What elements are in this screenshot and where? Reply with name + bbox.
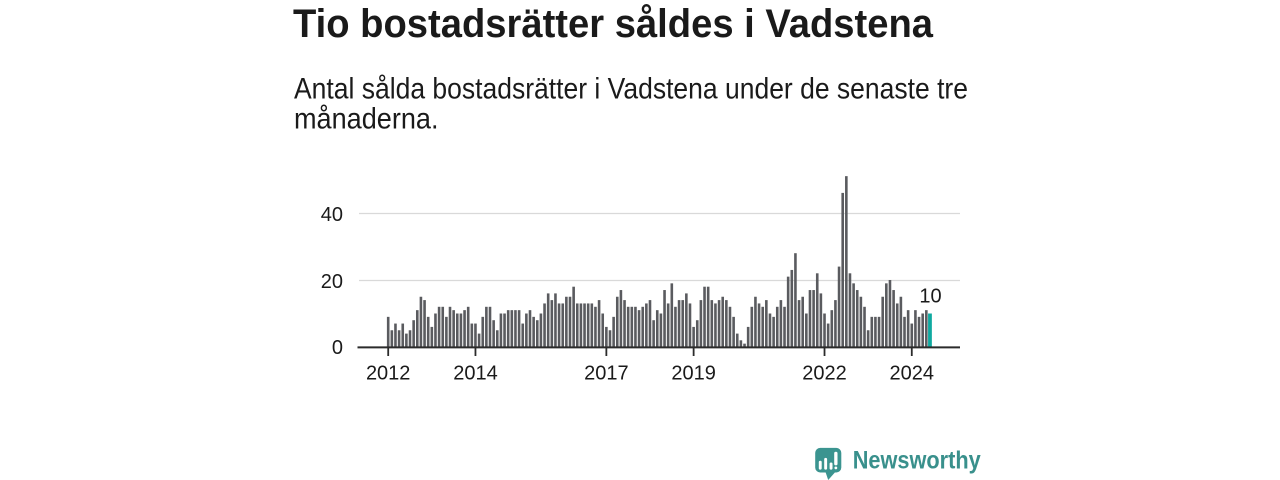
svg-text:2019: 2019	[671, 363, 716, 385]
svg-text:20: 20	[321, 271, 343, 293]
svg-text:2022: 2022	[802, 363, 847, 385]
svg-text:10: 10	[919, 286, 941, 308]
svg-text:Tio bostadsrätter såldes i Vad: Tio bostadsrätter såldes i Vadstena	[293, 2, 934, 46]
svg-text:0: 0	[332, 337, 343, 359]
svg-text:2014: 2014	[453, 363, 498, 385]
svg-text:40: 40	[321, 204, 343, 226]
svg-text:2012: 2012	[366, 363, 411, 385]
svg-text:2017: 2017	[584, 363, 629, 385]
svg-text:månaderna.: månaderna.	[294, 103, 439, 136]
svg-text:Antal sålda bostadsrätter i Va: Antal sålda bostadsrätter i Vadstena und…	[294, 73, 968, 106]
svg-text:2024: 2024	[890, 363, 935, 385]
svg-text:Newsworthy: Newsworthy	[853, 446, 981, 474]
